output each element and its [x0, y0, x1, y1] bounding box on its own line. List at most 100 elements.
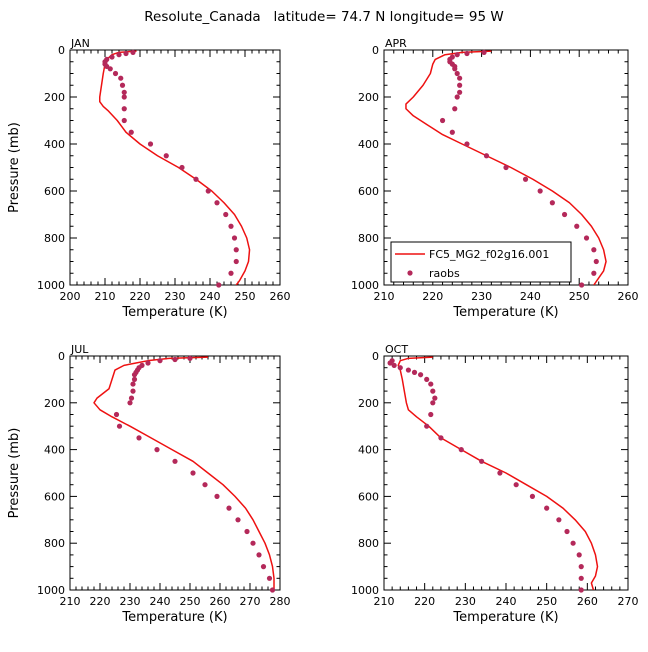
- plot-frame: [69, 355, 281, 591]
- y-tick-label: 600: [358, 490, 379, 503]
- raob-point: [228, 223, 234, 229]
- x-tick-label: 210: [95, 290, 116, 303]
- raob-point: [116, 52, 122, 58]
- raob-point: [154, 447, 160, 453]
- y-tick-label: 400: [44, 444, 65, 457]
- y-tick-label: 0: [58, 44, 65, 57]
- raob-point: [260, 564, 267, 570]
- raob-point: [116, 423, 123, 429]
- y-tick-label: 200: [358, 397, 379, 410]
- raob-point: [163, 153, 169, 159]
- raob-point: [430, 400, 436, 406]
- x-tick-label: 260: [618, 290, 639, 303]
- raob-point: [216, 282, 222, 288]
- legend-box: [390, 241, 572, 283]
- raob-point: [452, 66, 458, 72]
- raob-point: [424, 376, 430, 382]
- raob-point: [187, 355, 193, 361]
- x-tick-label: 230: [455, 595, 476, 608]
- y-tick-label: 800: [358, 232, 379, 245]
- raob-point: [145, 360, 151, 366]
- raob-point: [205, 188, 211, 194]
- raob-point: [424, 423, 430, 429]
- y-tick-label: 0: [372, 350, 379, 363]
- x-tick-label: 250: [536, 595, 557, 608]
- raob-point: [266, 575, 273, 581]
- y-tick-label: 600: [358, 185, 379, 198]
- raob-point: [432, 395, 438, 401]
- raob-point: [578, 575, 584, 581]
- raob-point: [123, 50, 129, 57]
- panel-jul: 210 220 230 240 250 260 270 280 0 200 400 600 800 100…: [7, 343, 291, 625]
- x-tick-label: 240: [496, 595, 517, 608]
- raob-point: [128, 395, 135, 401]
- raob-point: [233, 258, 239, 265]
- raob-point: [411, 369, 418, 375]
- raob-point: [591, 247, 597, 253]
- raob-point: [113, 411, 120, 418]
- y-axis-label: Pressure (mb): [7, 428, 22, 519]
- raob-point: [233, 247, 239, 253]
- raob-point: [579, 282, 585, 288]
- x-tick-label: 230: [165, 290, 186, 303]
- panel-apr: 210 220 230 240 250 260 0 200 400 600 800 1000 Tempe…: [351, 37, 639, 320]
- raob-point: [537, 188, 543, 194]
- raob-point: [244, 528, 250, 535]
- raob-point: [231, 235, 238, 241]
- raob-point: [428, 381, 434, 387]
- raob-point: [578, 587, 584, 593]
- raob-point: [121, 117, 127, 124]
- raob-point: [131, 372, 138, 378]
- raob-point: [583, 235, 590, 241]
- raob-point: [513, 482, 519, 488]
- x-tick-label: 250: [180, 595, 201, 608]
- raob-point: [497, 470, 503, 476]
- raob-point: [228, 270, 234, 276]
- x-tick-label: 220: [422, 290, 443, 303]
- raob-point: [570, 540, 576, 546]
- raob-point: [439, 117, 446, 124]
- x-axis-label: Temperature (K): [452, 610, 558, 625]
- y-tick-label: 200: [44, 91, 65, 104]
- raob-point: [454, 70, 460, 77]
- raob-point: [418, 372, 424, 378]
- raob-point: [214, 493, 220, 499]
- y-axis-label: Pressure (mb): [7, 122, 22, 213]
- raob-point: [522, 176, 529, 182]
- raob-point: [250, 540, 256, 546]
- raob-point: [121, 94, 127, 100]
- model-line-series: [405, 50, 607, 285]
- panel-label: OCT: [385, 343, 408, 356]
- x-tick-label: 250: [569, 290, 590, 303]
- raob-point: [387, 360, 393, 366]
- raob-point: [458, 447, 464, 453]
- legend-entry-label: raobs: [429, 267, 460, 280]
- raob-point: [481, 49, 487, 55]
- raob-point: [430, 388, 436, 394]
- panel-label: APR: [385, 37, 407, 50]
- y-tick-label: 1000: [351, 584, 379, 597]
- legend-entry-label: FC5_MG2_f02g16.001: [429, 248, 549, 261]
- raob-point: [457, 82, 463, 88]
- raob-point: [190, 470, 196, 476]
- raob-point: [127, 400, 133, 406]
- y-tick-label: 0: [58, 350, 65, 363]
- x-tick-label: 220: [90, 595, 111, 608]
- raob-point: [109, 54, 115, 60]
- y-tick-label: 200: [44, 397, 65, 410]
- x-tick-label: 280: [270, 595, 291, 608]
- x-tick-label: 270: [618, 595, 639, 608]
- raob-point: [454, 94, 460, 100]
- raob-point: [457, 89, 463, 95]
- raob-point: [464, 50, 470, 57]
- x-tick-label: 260: [270, 290, 291, 303]
- x-tick-label: 220: [414, 595, 435, 608]
- x-axis-label: Temperature (K): [121, 305, 227, 320]
- raob-point: [428, 411, 434, 418]
- raob-point: [576, 552, 582, 558]
- raob-point: [214, 200, 220, 206]
- x-tick-label: 260: [577, 595, 598, 608]
- y-tick-label: 800: [358, 537, 379, 550]
- raob-point: [172, 458, 178, 464]
